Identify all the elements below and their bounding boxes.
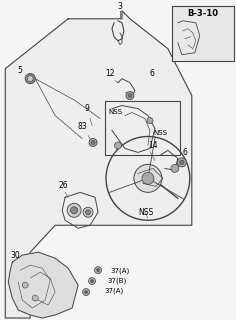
Circle shape — [114, 142, 122, 149]
Text: 26: 26 — [58, 181, 68, 190]
Text: 12: 12 — [105, 69, 114, 78]
Circle shape — [84, 291, 88, 293]
Polygon shape — [5, 11, 192, 318]
Circle shape — [180, 160, 184, 164]
Text: 3: 3 — [118, 2, 122, 11]
Text: 37(B): 37(B) — [107, 277, 126, 284]
Text: 6: 6 — [150, 69, 155, 78]
Bar — [105, 100, 180, 156]
Circle shape — [86, 210, 91, 215]
Text: NSS: NSS — [138, 208, 153, 217]
Polygon shape — [8, 252, 78, 318]
Text: 14: 14 — [148, 141, 158, 150]
Circle shape — [134, 164, 162, 192]
Text: 6: 6 — [183, 148, 188, 157]
Circle shape — [88, 278, 96, 284]
Text: B-3-10: B-3-10 — [187, 9, 218, 18]
Text: 83: 83 — [77, 122, 87, 131]
Text: NSS: NSS — [108, 108, 122, 115]
Text: 30: 30 — [10, 251, 20, 260]
Text: 37(A): 37(A) — [110, 267, 129, 274]
Circle shape — [89, 139, 97, 147]
Text: 9: 9 — [84, 104, 89, 113]
Circle shape — [83, 289, 90, 296]
Circle shape — [27, 76, 33, 82]
Circle shape — [83, 207, 93, 217]
Bar — [172, 6, 234, 61]
Circle shape — [25, 74, 35, 84]
Circle shape — [32, 295, 38, 301]
Circle shape — [142, 172, 154, 184]
Circle shape — [95, 267, 101, 274]
Circle shape — [128, 93, 132, 98]
Text: NSS: NSS — [153, 131, 167, 137]
Circle shape — [147, 117, 153, 124]
Text: 5: 5 — [17, 66, 22, 75]
Circle shape — [97, 268, 100, 272]
Circle shape — [91, 280, 93, 283]
Text: 37(A): 37(A) — [104, 287, 123, 293]
Circle shape — [91, 140, 95, 144]
Circle shape — [171, 164, 179, 172]
Circle shape — [22, 282, 28, 288]
Circle shape — [177, 158, 186, 167]
Circle shape — [67, 203, 81, 217]
Circle shape — [71, 207, 78, 214]
Circle shape — [126, 92, 134, 100]
